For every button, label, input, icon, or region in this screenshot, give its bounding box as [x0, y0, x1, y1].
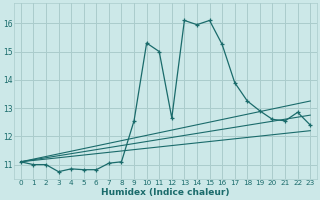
X-axis label: Humidex (Indice chaleur): Humidex (Indice chaleur)	[101, 188, 230, 197]
